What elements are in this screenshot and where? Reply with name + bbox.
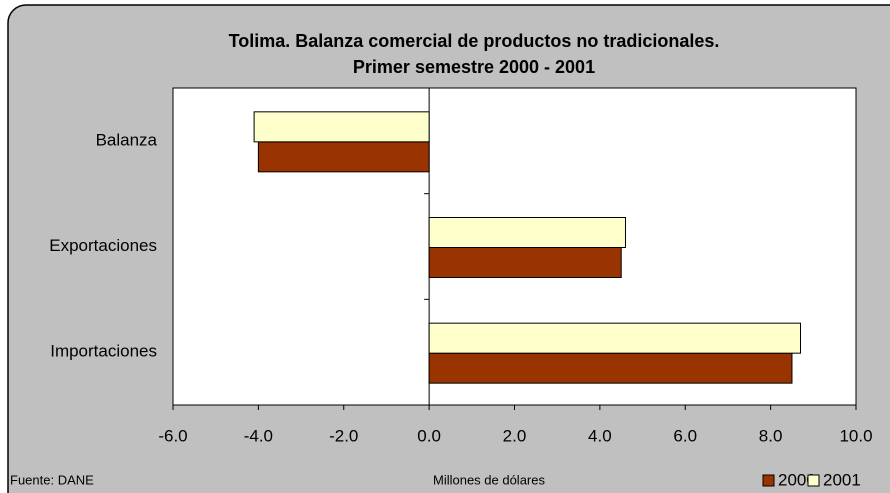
x-tick-label: 2.0: [503, 426, 527, 445]
bar: [428, 322, 802, 354]
legend-label: 2001: [823, 470, 861, 489]
x-tick-label: -6.0: [158, 426, 187, 445]
bar: [428, 247, 622, 278]
x-axis-label: Millones de dólares: [433, 472, 546, 487]
bar: [428, 352, 793, 384]
chart-subtitle: Primer semestre 2000 - 2001: [353, 57, 595, 77]
bar: [257, 141, 430, 173]
y-tick-label: Importaciones: [50, 342, 157, 361]
x-tick-label: 6.0: [673, 426, 697, 445]
bar: [428, 217, 626, 248]
x-tick-label: -2.0: [329, 426, 358, 445]
y-tick-label: Balanza: [96, 130, 158, 149]
x-tick-label: -4.0: [244, 426, 273, 445]
source: Fuente: DANE: [10, 472, 94, 487]
x-tick-label: 4.0: [588, 426, 612, 445]
legend-swatch: [807, 474, 820, 487]
x-tick-label: 10.0: [839, 426, 872, 445]
bar: [253, 111, 430, 143]
y-tick-label: Exportaciones: [49, 236, 157, 255]
legend-label: 2000: [778, 470, 816, 489]
x-tick-label: 0.0: [417, 426, 441, 445]
x-tick-label: 8.0: [759, 426, 783, 445]
legend-swatch: [762, 474, 775, 487]
chart-title: Tolima. Balanza comercial de productos n…: [229, 31, 720, 51]
